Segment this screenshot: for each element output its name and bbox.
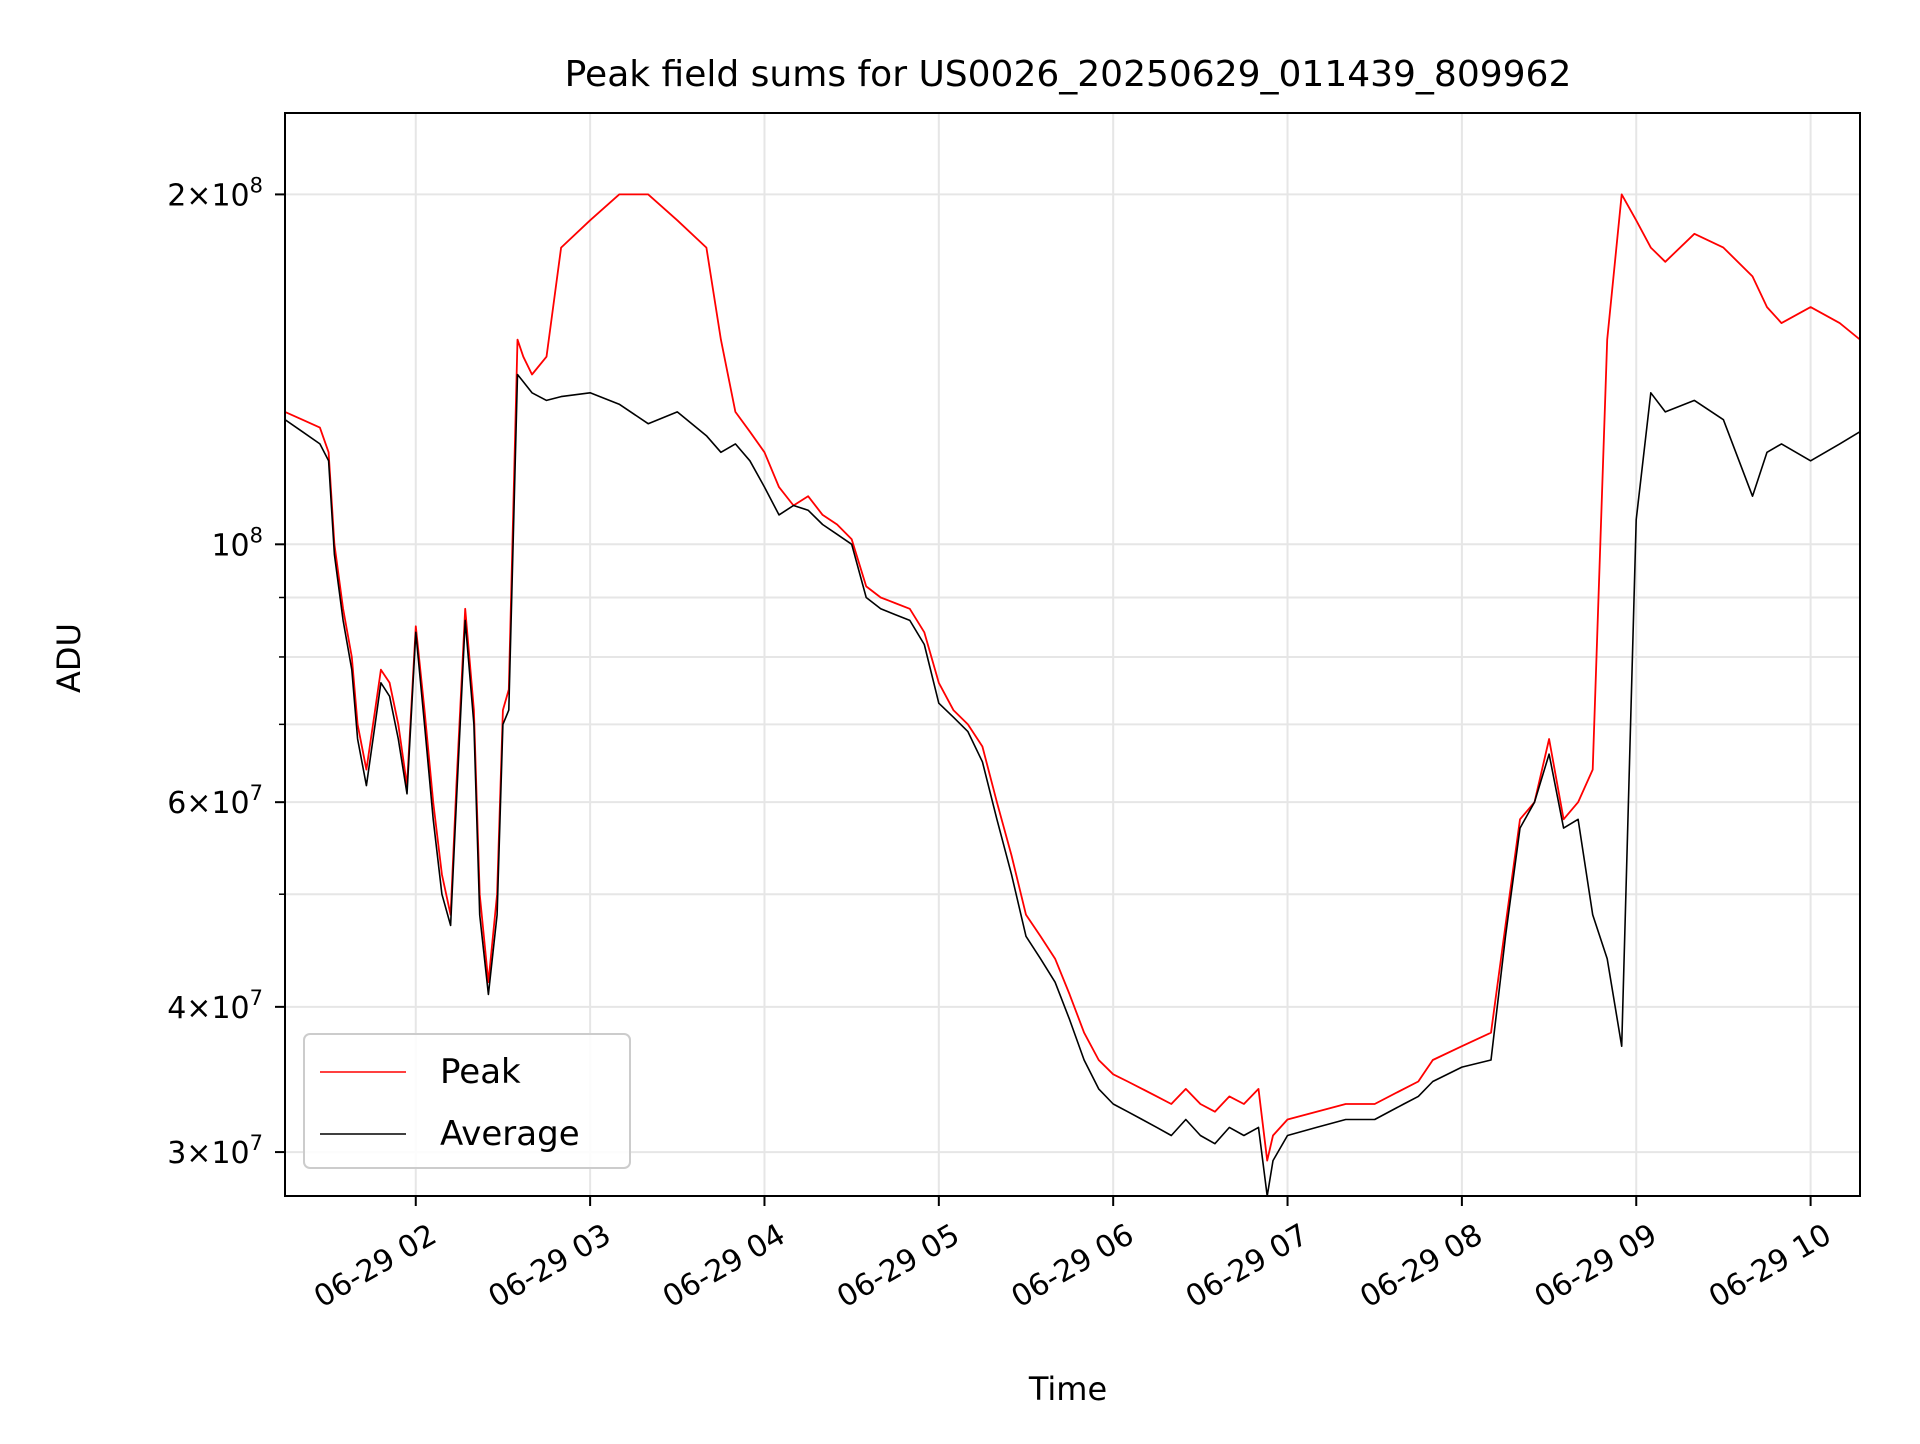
y-tick-label: 2×108	[167, 173, 263, 213]
chart-title: Peak field sums for US0026_20250629_0114…	[565, 54, 1572, 95]
series-line-average	[285, 373, 1860, 1196]
y-tick-label: 6×107	[167, 781, 263, 821]
legend-label-average: Average	[440, 1114, 580, 1154]
legend: Peak Average	[303, 1033, 631, 1169]
y-tick-label: 108	[211, 523, 263, 563]
grid	[285, 113, 1860, 1196]
y-tick-label: 4×107	[167, 986, 263, 1026]
plot-frame	[284, 112, 1861, 1197]
legend-label-peak: Peak	[440, 1052, 521, 1092]
series-line-peak	[285, 193, 1860, 1162]
x-axis-label: Time	[1028, 1370, 1107, 1408]
y-axis-label: ADU	[50, 623, 88, 693]
series-layer	[285, 193, 1860, 1196]
y-tick-label: 3×107	[167, 1131, 263, 1171]
